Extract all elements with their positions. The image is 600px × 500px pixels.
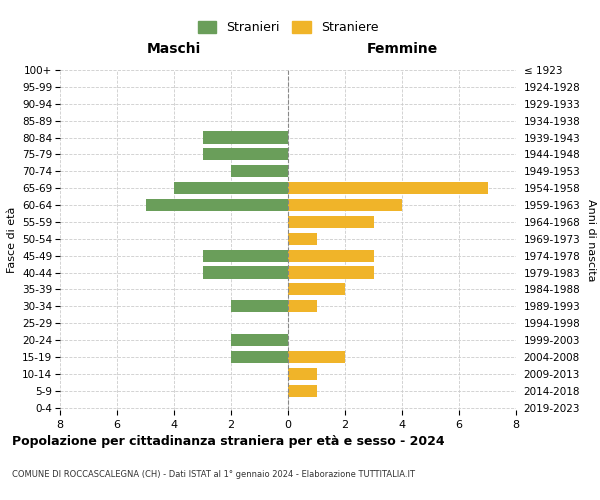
Bar	[203, 266, 288, 278]
Bar	[203, 148, 288, 160]
Text: Maschi: Maschi	[147, 42, 201, 56]
Bar	[288, 384, 317, 396]
Bar	[288, 232, 317, 245]
Bar	[203, 132, 288, 143]
Bar	[174, 182, 288, 194]
Bar	[288, 250, 373, 262]
Text: Femmine: Femmine	[367, 42, 437, 56]
Bar	[288, 216, 373, 228]
Bar	[231, 334, 288, 346]
Bar	[288, 368, 317, 380]
Bar	[288, 199, 402, 211]
Y-axis label: Anni di nascita: Anni di nascita	[586, 198, 596, 281]
Bar	[203, 250, 288, 262]
Bar	[288, 284, 345, 296]
Bar	[231, 300, 288, 312]
Bar	[231, 165, 288, 177]
Bar	[146, 199, 288, 211]
Bar	[288, 266, 373, 278]
Text: Popolazione per cittadinanza straniera per età e sesso - 2024: Popolazione per cittadinanza straniera p…	[12, 435, 445, 448]
Text: COMUNE DI ROCCASCALEGNA (CH) - Dati ISTAT al 1° gennaio 2024 - Elaborazione TUTT: COMUNE DI ROCCASCALEGNA (CH) - Dati ISTA…	[12, 470, 415, 479]
Bar	[288, 351, 345, 363]
Y-axis label: Fasce di età: Fasce di età	[7, 207, 17, 273]
Legend: Stranieri, Straniere: Stranieri, Straniere	[193, 16, 383, 40]
Bar	[231, 351, 288, 363]
Bar	[288, 300, 317, 312]
Bar	[288, 182, 487, 194]
